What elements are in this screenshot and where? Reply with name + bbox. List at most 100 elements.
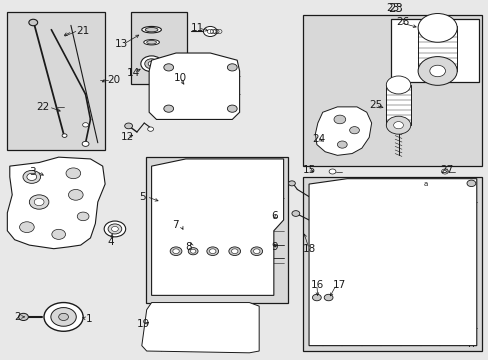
Text: 9: 9 xyxy=(271,242,278,252)
Circle shape xyxy=(34,198,44,206)
Text: 19: 19 xyxy=(137,319,150,329)
Circle shape xyxy=(77,212,89,221)
Text: 15: 15 xyxy=(303,165,316,175)
Bar xyxy=(145,157,287,302)
Circle shape xyxy=(429,65,445,77)
Bar xyxy=(417,26,456,71)
Text: 27: 27 xyxy=(439,165,452,175)
Circle shape xyxy=(68,189,83,200)
Circle shape xyxy=(148,61,155,66)
Circle shape xyxy=(324,294,332,301)
Bar xyxy=(390,19,478,82)
Text: 22: 22 xyxy=(37,102,50,112)
Circle shape xyxy=(59,313,68,320)
Circle shape xyxy=(66,168,81,179)
Circle shape xyxy=(227,64,237,71)
Text: 20: 20 xyxy=(107,75,121,85)
Circle shape xyxy=(312,294,321,301)
Circle shape xyxy=(163,64,173,71)
Text: 17: 17 xyxy=(332,280,345,289)
Circle shape xyxy=(62,134,67,138)
Circle shape xyxy=(44,302,83,331)
Bar xyxy=(386,85,410,125)
Circle shape xyxy=(386,116,410,134)
Bar xyxy=(131,12,186,84)
Circle shape xyxy=(29,195,49,209)
Text: 14: 14 xyxy=(127,68,140,78)
Circle shape xyxy=(209,249,216,253)
Circle shape xyxy=(82,123,88,127)
Circle shape xyxy=(231,249,238,253)
Text: a: a xyxy=(423,181,427,187)
Circle shape xyxy=(441,169,447,174)
Text: 6: 6 xyxy=(271,211,278,221)
Circle shape xyxy=(111,226,118,231)
Bar xyxy=(7,12,105,150)
Bar xyxy=(303,177,481,351)
Circle shape xyxy=(147,127,153,131)
Circle shape xyxy=(82,141,89,147)
Circle shape xyxy=(417,14,456,42)
Bar xyxy=(303,15,481,166)
Text: 25: 25 xyxy=(369,100,382,110)
Text: 8: 8 xyxy=(184,242,191,252)
Circle shape xyxy=(170,247,182,256)
Circle shape xyxy=(19,313,28,320)
Circle shape xyxy=(253,249,260,253)
Text: 1: 1 xyxy=(85,314,92,324)
Text: 21: 21 xyxy=(76,27,89,36)
Text: 26: 26 xyxy=(395,18,408,27)
Circle shape xyxy=(104,221,125,237)
Circle shape xyxy=(288,181,295,186)
Polygon shape xyxy=(308,179,476,346)
Text: 5: 5 xyxy=(139,192,146,202)
Text: 11: 11 xyxy=(190,23,203,33)
Polygon shape xyxy=(142,302,259,353)
Circle shape xyxy=(337,141,346,148)
Ellipse shape xyxy=(146,40,156,44)
Circle shape xyxy=(328,169,335,174)
Circle shape xyxy=(108,224,122,234)
Circle shape xyxy=(27,173,37,180)
Circle shape xyxy=(466,180,475,186)
Circle shape xyxy=(206,247,218,256)
Text: 23: 23 xyxy=(386,3,399,13)
Circle shape xyxy=(203,26,217,36)
Polygon shape xyxy=(315,107,371,156)
Circle shape xyxy=(227,105,237,112)
Circle shape xyxy=(291,211,299,216)
Text: 24: 24 xyxy=(311,134,325,144)
Circle shape xyxy=(190,249,195,253)
Circle shape xyxy=(29,19,38,26)
Ellipse shape xyxy=(145,27,158,32)
Text: 23: 23 xyxy=(387,2,402,15)
Circle shape xyxy=(163,105,173,112)
Bar xyxy=(51,179,95,207)
Text: 2: 2 xyxy=(15,312,21,322)
Circle shape xyxy=(349,127,359,134)
Text: 3: 3 xyxy=(29,167,36,176)
Polygon shape xyxy=(149,53,239,120)
Circle shape xyxy=(393,122,403,129)
Circle shape xyxy=(333,115,345,124)
Text: 16: 16 xyxy=(310,280,323,289)
Circle shape xyxy=(250,247,262,256)
Circle shape xyxy=(23,170,41,183)
Text: 13: 13 xyxy=(115,39,128,49)
Circle shape xyxy=(417,57,456,85)
Text: 18: 18 xyxy=(303,244,316,254)
Circle shape xyxy=(144,59,158,69)
Text: 7: 7 xyxy=(172,220,179,230)
Polygon shape xyxy=(151,159,283,295)
Circle shape xyxy=(124,123,132,129)
Circle shape xyxy=(188,248,198,255)
Ellipse shape xyxy=(143,40,159,45)
Circle shape xyxy=(141,56,162,72)
Ellipse shape xyxy=(142,26,161,33)
Circle shape xyxy=(228,247,240,256)
Circle shape xyxy=(52,229,65,239)
Circle shape xyxy=(172,249,179,253)
Circle shape xyxy=(51,307,76,326)
Circle shape xyxy=(20,222,34,233)
Text: 10: 10 xyxy=(173,73,186,83)
